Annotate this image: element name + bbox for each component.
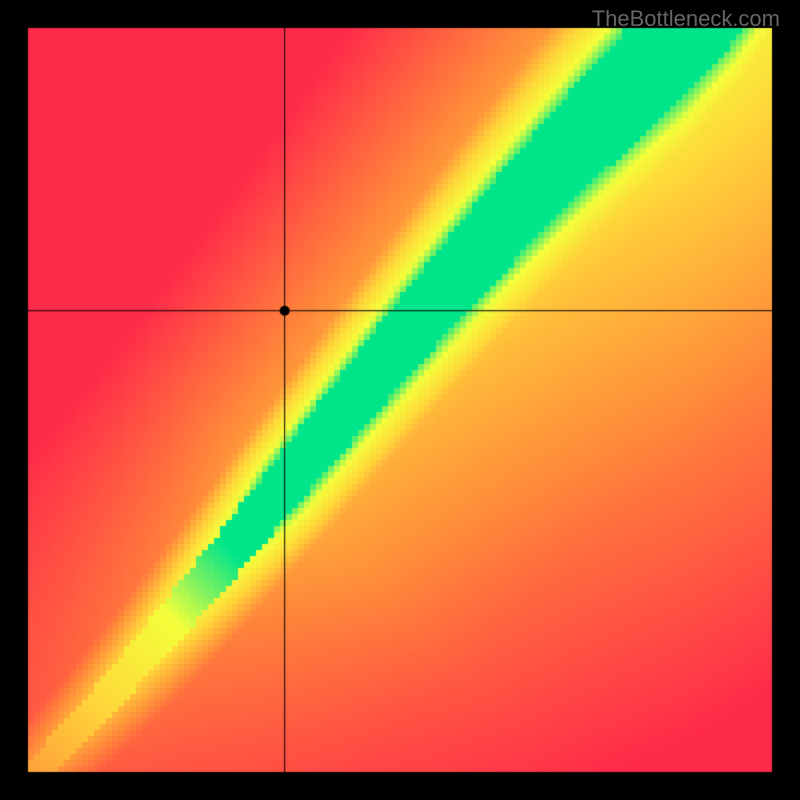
chart-container: TheBottleneck.com xyxy=(0,0,800,800)
heatmap-canvas xyxy=(0,0,800,800)
watermark-text: TheBottleneck.com xyxy=(592,6,780,32)
